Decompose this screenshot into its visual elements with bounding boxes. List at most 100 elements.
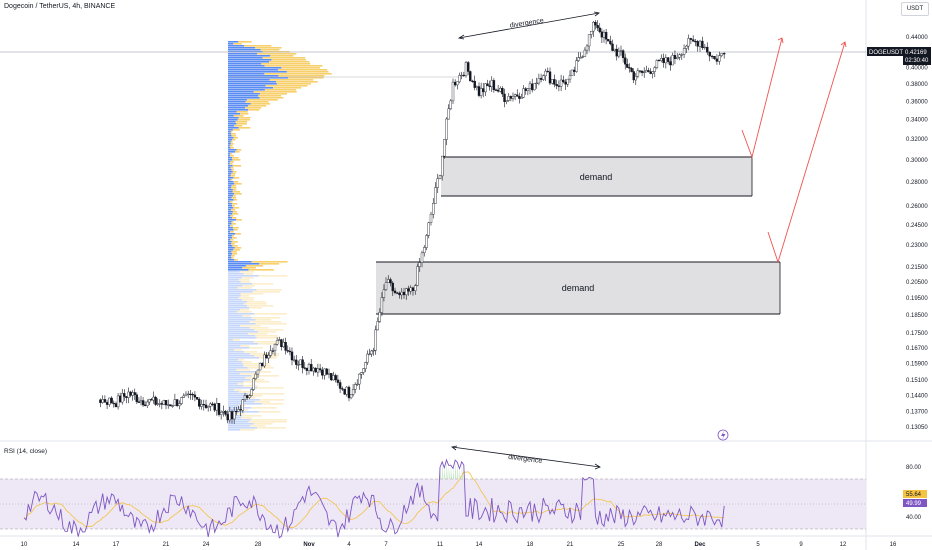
candle[interactable]	[577, 52, 580, 62]
candle[interactable]	[189, 390, 192, 400]
candle[interactable]	[676, 53, 679, 60]
candle[interactable]	[443, 139, 446, 159]
candle[interactable]	[432, 198, 435, 219]
candle[interactable]	[295, 354, 298, 369]
candle[interactable]	[609, 35, 612, 46]
currency-button[interactable]: USDT	[901, 2, 929, 16]
candle[interactable]	[434, 182, 437, 204]
rsi-panel[interactable]: 80.00 40.00 55.64 49.99	[0, 458, 927, 539]
candle[interactable]	[143, 401, 147, 407]
candle[interactable]	[555, 79, 558, 90]
candle[interactable]	[343, 388, 346, 395]
candle[interactable]	[600, 28, 604, 43]
candle[interactable]	[137, 397, 141, 403]
candle[interactable]	[198, 397, 201, 410]
candle[interactable]	[118, 392, 122, 403]
candle[interactable]	[528, 81, 532, 95]
candle[interactable]	[708, 51, 711, 62]
candle[interactable]	[332, 371, 335, 381]
candle[interactable]	[562, 75, 565, 84]
candle[interactable]	[261, 362, 264, 367]
candle[interactable]	[297, 360, 300, 371]
candle[interactable]	[703, 44, 706, 50]
candle[interactable]	[202, 399, 206, 411]
candle[interactable]	[496, 85, 500, 93]
candle[interactable]	[380, 292, 384, 317]
candle[interactable]	[278, 336, 281, 341]
candle[interactable]	[139, 395, 143, 406]
candle[interactable]	[513, 93, 517, 101]
candle[interactable]	[636, 68, 640, 79]
candle[interactable]	[602, 29, 606, 43]
candle[interactable]	[680, 53, 683, 60]
candle[interactable]	[698, 39, 702, 52]
candle[interactable]	[418, 258, 421, 272]
candle[interactable]	[389, 277, 392, 287]
candle[interactable]	[630, 67, 633, 73]
candle[interactable]	[186, 390, 190, 399]
candle[interactable]	[382, 284, 386, 302]
candle[interactable]	[607, 39, 610, 42]
candle[interactable]	[518, 92, 521, 104]
candle[interactable]	[414, 283, 417, 295]
candle[interactable]	[583, 47, 587, 57]
candle[interactable]	[479, 82, 483, 99]
candle[interactable]	[662, 53, 665, 68]
candle[interactable]	[520, 93, 523, 99]
candle[interactable]	[258, 362, 262, 371]
candle[interactable]	[640, 70, 644, 77]
candle[interactable]	[482, 82, 485, 98]
candle[interactable]	[148, 398, 151, 405]
candle[interactable]	[441, 155, 444, 181]
candle[interactable]	[252, 377, 255, 391]
candle[interactable]	[687, 34, 690, 51]
candle[interactable]	[146, 399, 149, 408]
candle[interactable]	[427, 221, 430, 239]
candle[interactable]	[613, 48, 616, 52]
candle[interactable]	[158, 399, 162, 408]
candle[interactable]	[471, 79, 474, 83]
candle[interactable]	[193, 391, 197, 402]
candle[interactable]	[533, 83, 536, 91]
candle[interactable]	[579, 52, 582, 59]
candle[interactable]	[611, 39, 614, 52]
candle[interactable]	[271, 347, 275, 355]
candle[interactable]	[542, 74, 545, 81]
candle[interactable]	[524, 87, 527, 95]
candle[interactable]	[634, 73, 637, 86]
candle[interactable]	[715, 54, 719, 65]
candle[interactable]	[423, 245, 426, 257]
candle[interactable]	[490, 76, 493, 92]
candle[interactable]	[123, 389, 126, 401]
candle[interactable]	[522, 85, 525, 99]
candle[interactable]	[507, 93, 510, 102]
candle[interactable]	[619, 45, 623, 56]
candle[interactable]	[237, 406, 240, 412]
candle[interactable]	[696, 39, 699, 52]
candle[interactable]	[116, 393, 120, 410]
candle[interactable]	[341, 386, 344, 392]
candle[interactable]	[445, 117, 448, 146]
candle[interactable]	[372, 347, 375, 356]
candle[interactable]	[318, 364, 322, 373]
rsi-divergence[interactable]: divergence	[451, 445, 601, 470]
candle[interactable]	[125, 396, 128, 404]
candle[interactable]	[710, 54, 714, 59]
candle[interactable]	[488, 80, 491, 91]
candle[interactable]	[402, 287, 406, 299]
candle[interactable]	[647, 67, 650, 73]
candle[interactable]	[592, 21, 595, 37]
candle[interactable]	[438, 174, 442, 180]
candle[interactable]	[182, 393, 186, 398]
candle[interactable]	[345, 386, 348, 397]
candle[interactable]	[516, 89, 519, 97]
candle[interactable]	[393, 287, 397, 295]
candle[interactable]	[150, 398, 153, 401]
candle[interactable]	[354, 382, 357, 394]
candle[interactable]	[544, 68, 547, 81]
candle[interactable]	[632, 68, 635, 84]
candle[interactable]	[464, 61, 468, 78]
candle[interactable]	[590, 30, 593, 39]
candle[interactable]	[110, 396, 113, 404]
candle[interactable]	[473, 75, 476, 91]
